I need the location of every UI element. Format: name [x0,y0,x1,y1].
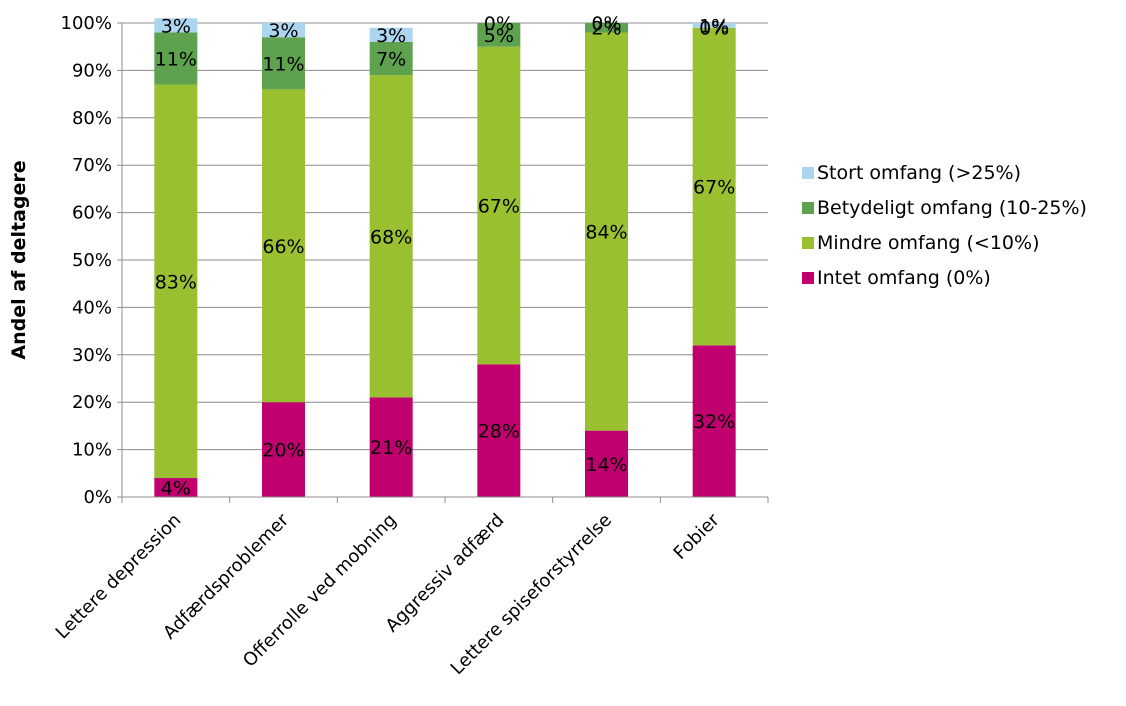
data-label: 3% [268,20,298,42]
data-label: 5% [484,25,514,47]
bar-segment [154,478,198,497]
x-tick-label: Fobier [670,509,725,564]
data-label: 0% [699,18,729,40]
legend-swatch [802,202,814,214]
data-label: 68% [370,226,412,248]
bar-segment [585,32,628,431]
data-label: 84% [585,222,627,244]
bar-segment [369,75,413,398]
bar-segment [477,364,521,497]
data-label: 66% [262,236,304,258]
y-tick-label: 50% [72,250,112,271]
bars [154,18,736,497]
data-label: 20% [262,440,304,462]
data-label: 67% [693,177,735,199]
data-label: 11% [155,49,197,71]
bar-segment [369,27,413,42]
legend: Stort omfang (>25%) Betydeligt omfang (10… [802,162,1087,289]
data-label: 14% [585,454,627,476]
data-label: 83% [155,271,197,293]
data-label: 11% [262,53,304,75]
bar-segment [477,23,521,47]
y-tick-label: 100% [61,13,112,34]
legend-swatch [802,272,814,284]
y-tick-label: 80% [72,108,112,129]
legend-swatch [802,237,814,249]
bar-segment [585,430,628,497]
bar-segment [692,23,736,28]
y-tick-label: 70% [72,155,112,176]
y-tick-label: 90% [72,60,112,81]
bar-segment [154,84,198,479]
bar-segment [262,402,305,497]
y-tick-label: 20% [72,392,112,413]
data-label: 28% [478,421,520,443]
bar-segment [692,27,736,346]
gridlines [122,22,768,451]
bar-segment [369,397,413,497]
data-label: 3% [161,15,191,37]
legend-label: Intet omfang (0%) [817,267,991,289]
bar-segment [262,89,305,403]
y-tick-label: 60% [72,203,112,224]
y-axis-label: Andel af deltagere [8,160,30,359]
data-label: 1% [699,15,729,37]
bar-segment [692,345,736,497]
data-label: 21% [370,437,412,459]
data-label: 4% [161,478,191,500]
bar-segment [369,41,413,76]
bar-segment [154,32,198,85]
data-label: 7% [376,49,406,71]
bar-segment [262,23,305,38]
legend-label: Stort omfang (>25%) [817,162,1021,184]
data-label: 32% [693,411,735,433]
y-tick-label: 40% [72,297,112,318]
bar-segment [262,37,305,90]
data-labels: 4% 20% 21% 28% 14% 32% 83% 66% 68% 67% 84% 67% 11% 11… [155,13,736,500]
data-label: 67% [478,195,520,217]
y-tick-label: 10% [72,440,112,461]
y-tick-label: 30% [72,345,112,366]
y-tick-label: 0% [83,487,112,508]
data-label: 3% [376,25,406,47]
legend-label: Betydeligt omfang (10-25%) [817,197,1087,219]
x-tick-label: Aggressiv adfærd [382,510,509,637]
bar-segment [477,46,521,365]
legend-label: Mindre omfang (<10%) [817,232,1039,254]
bar-segment [585,23,628,33]
data-label: 0% [591,13,621,35]
data-label: 0% [484,13,514,35]
legend-swatch [802,167,814,179]
data-label: 2% [591,18,621,40]
bar-segment [154,18,198,33]
